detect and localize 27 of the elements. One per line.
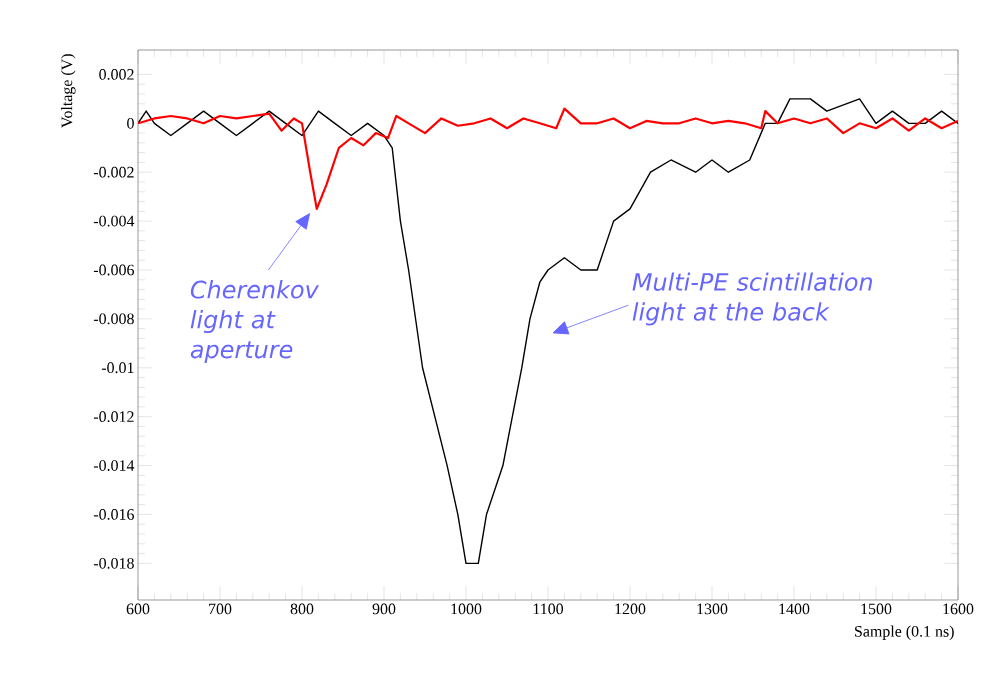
y-tick-label: -0.012 bbox=[93, 411, 134, 423]
x-tick-label: 1600 bbox=[943, 603, 974, 615]
y-tick-label: -0.01 bbox=[101, 362, 134, 374]
x-tick-label: 1400 bbox=[779, 603, 810, 615]
y-tick-label: -0.016 bbox=[93, 509, 135, 520]
y-tick-label: 0 bbox=[127, 117, 134, 129]
x-tick-label: 700 bbox=[209, 603, 232, 615]
annotation: Multi-PE scintillation light at the back bbox=[632, 272, 872, 326]
y-tick-label: -0.006 bbox=[93, 264, 135, 276]
y-tick-label: -0.004 bbox=[93, 215, 135, 227]
x-tick-label: 800 bbox=[290, 603, 314, 615]
x-tick-label: 1500 bbox=[861, 603, 892, 615]
x-tick-label: 900 bbox=[372, 603, 396, 615]
x-tick-label: 1200 bbox=[615, 603, 646, 615]
x-axis-title: Sample (0.1 ns) bbox=[855, 625, 954, 640]
x-tick-label: 600 bbox=[126, 603, 150, 615]
line-series bbox=[138, 107, 959, 210]
annotation: Cherenkov light at aperture bbox=[190, 280, 320, 363]
x-tick-label: 1300 bbox=[697, 603, 728, 615]
y-tick-label: -0.018 bbox=[93, 557, 134, 569]
y-axis-title: Voltage (V) bbox=[61, 54, 76, 128]
y-tick-label: -0.014 bbox=[93, 460, 135, 471]
y-tick-label: -0.002 bbox=[93, 166, 134, 178]
y-tick-label: -0.008 bbox=[93, 313, 134, 325]
y-tick-label: 0.002 bbox=[99, 69, 134, 80]
x-tick-label: 1000 bbox=[451, 603, 482, 615]
x-tick-label: 1100 bbox=[533, 603, 564, 615]
